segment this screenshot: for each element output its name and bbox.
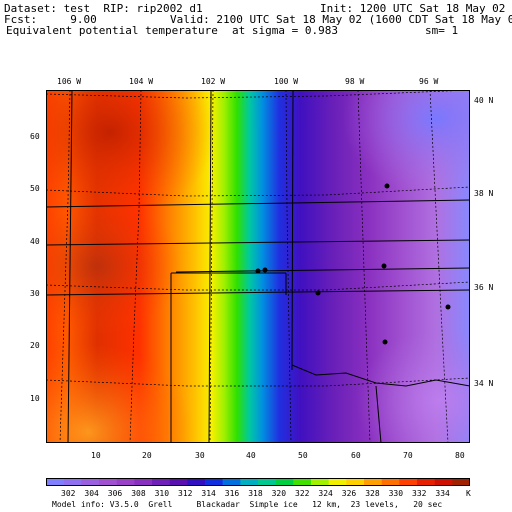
x-tick: 40 bbox=[246, 451, 256, 460]
color-scale-label: 306 bbox=[107, 489, 123, 498]
y-tick: 10 bbox=[30, 394, 40, 403]
model-info: Model info: V3.5.0 Grell Blackadar Simpl… bbox=[52, 500, 443, 509]
valid-label: Valid: 2100 UTC Sat 18 May 02 (1600 CDT … bbox=[170, 13, 512, 26]
y-tick: 60 bbox=[30, 132, 40, 141]
color-scale-label: 310 bbox=[154, 489, 170, 498]
level-label: at sigma = 0.983 bbox=[232, 24, 338, 37]
x-tick: 20 bbox=[142, 451, 152, 460]
lon-label: 104 W bbox=[129, 77, 154, 86]
color-scale-unit: K bbox=[466, 489, 471, 498]
color-scale-label: 332 bbox=[412, 489, 427, 498]
color-swatch bbox=[399, 478, 418, 486]
color-swatch bbox=[99, 478, 117, 486]
lon-label: 96 W bbox=[419, 77, 439, 86]
x-tick: 80 bbox=[455, 451, 465, 460]
color-scale-label: 312 bbox=[178, 489, 193, 498]
latlon-grid bbox=[46, 90, 470, 443]
color-swatch bbox=[63, 478, 82, 486]
color-scale-label: 322 bbox=[295, 489, 310, 498]
color-swatch bbox=[258, 478, 276, 486]
x-tick: 30 bbox=[195, 451, 205, 460]
city-markers bbox=[255, 183, 451, 345]
lat-label: 40 N bbox=[474, 96, 494, 105]
color-swatch bbox=[205, 478, 223, 486]
x-tick: 60 bbox=[351, 451, 361, 460]
init-label: Init: 1200 UTC Sat 18 May 02 bbox=[320, 2, 506, 15]
field-fill bbox=[46, 90, 470, 443]
x-tick: 10 bbox=[91, 451, 101, 460]
color-scale-label: 314 bbox=[201, 489, 216, 498]
color-swatch bbox=[328, 478, 347, 486]
color-swatch bbox=[240, 478, 259, 486]
lon-label: 98 W bbox=[345, 77, 365, 86]
fcst-label: Fcst: 9.00 bbox=[4, 13, 97, 26]
color-swatch bbox=[452, 478, 470, 486]
color-swatch bbox=[152, 478, 170, 486]
color-swatch bbox=[81, 478, 100, 486]
y-tick: 50 bbox=[30, 184, 40, 193]
lon-label: 100 W bbox=[274, 77, 299, 86]
color-swatch bbox=[434, 478, 453, 486]
color-scale-frame bbox=[46, 478, 470, 486]
color-scale-label: 324 bbox=[318, 489, 333, 498]
color-scale-label: 308 bbox=[131, 489, 146, 498]
color-swatch bbox=[293, 478, 312, 486]
color-swatch bbox=[187, 478, 206, 486]
theta-e-map bbox=[46, 90, 470, 443]
color-scale-label: 334 bbox=[435, 489, 450, 498]
y-tick: 20 bbox=[30, 341, 40, 350]
lat-label: 36 N bbox=[474, 283, 494, 292]
field-label: Equivalent potential temperature bbox=[6, 24, 218, 37]
y-tick: 40 bbox=[30, 237, 40, 246]
color-swatch bbox=[381, 478, 400, 486]
city-marker bbox=[445, 304, 451, 310]
color-scale-label: 326 bbox=[341, 489, 357, 498]
color-scale-label: 304 bbox=[84, 489, 99, 498]
color-scale-label: 316 bbox=[224, 489, 240, 498]
color-scale-label: 318 bbox=[248, 489, 263, 498]
color-swatch bbox=[46, 478, 64, 486]
city-marker bbox=[384, 183, 390, 189]
color-scale bbox=[46, 478, 470, 486]
color-scale-label: 328 bbox=[365, 489, 380, 498]
color-swatch bbox=[417, 478, 435, 486]
lon-label: 106 W bbox=[57, 77, 82, 86]
y-tick: 30 bbox=[30, 289, 40, 298]
color-swatch bbox=[311, 478, 329, 486]
color-swatch bbox=[134, 478, 153, 486]
color-swatch bbox=[364, 478, 382, 486]
dataset-label: Dataset: test RIP: rip2002 d1 bbox=[4, 2, 203, 15]
color-swatch bbox=[222, 478, 241, 486]
x-tick: 50 bbox=[298, 451, 308, 460]
city-marker bbox=[255, 268, 261, 274]
x-tick: 70 bbox=[403, 451, 413, 460]
color-swatch bbox=[275, 478, 294, 486]
sm-label: sm= 1 bbox=[425, 24, 459, 37]
color-swatch bbox=[169, 478, 188, 486]
color-swatch bbox=[116, 478, 135, 486]
lon-label: 102 W bbox=[201, 77, 226, 86]
city-marker bbox=[382, 339, 388, 345]
color-scale-label: 302 bbox=[61, 489, 76, 498]
lat-label: 38 N bbox=[474, 189, 494, 198]
plot-frame bbox=[46, 90, 470, 443]
city-marker bbox=[381, 263, 387, 269]
city-marker bbox=[262, 267, 268, 273]
color-scale-label: 320 bbox=[271, 489, 287, 498]
color-scale-label: 330 bbox=[388, 489, 404, 498]
state-borders bbox=[46, 90, 470, 443]
lat-label: 34 N bbox=[474, 379, 494, 388]
city-marker bbox=[315, 290, 321, 296]
color-swatch bbox=[346, 478, 365, 486]
